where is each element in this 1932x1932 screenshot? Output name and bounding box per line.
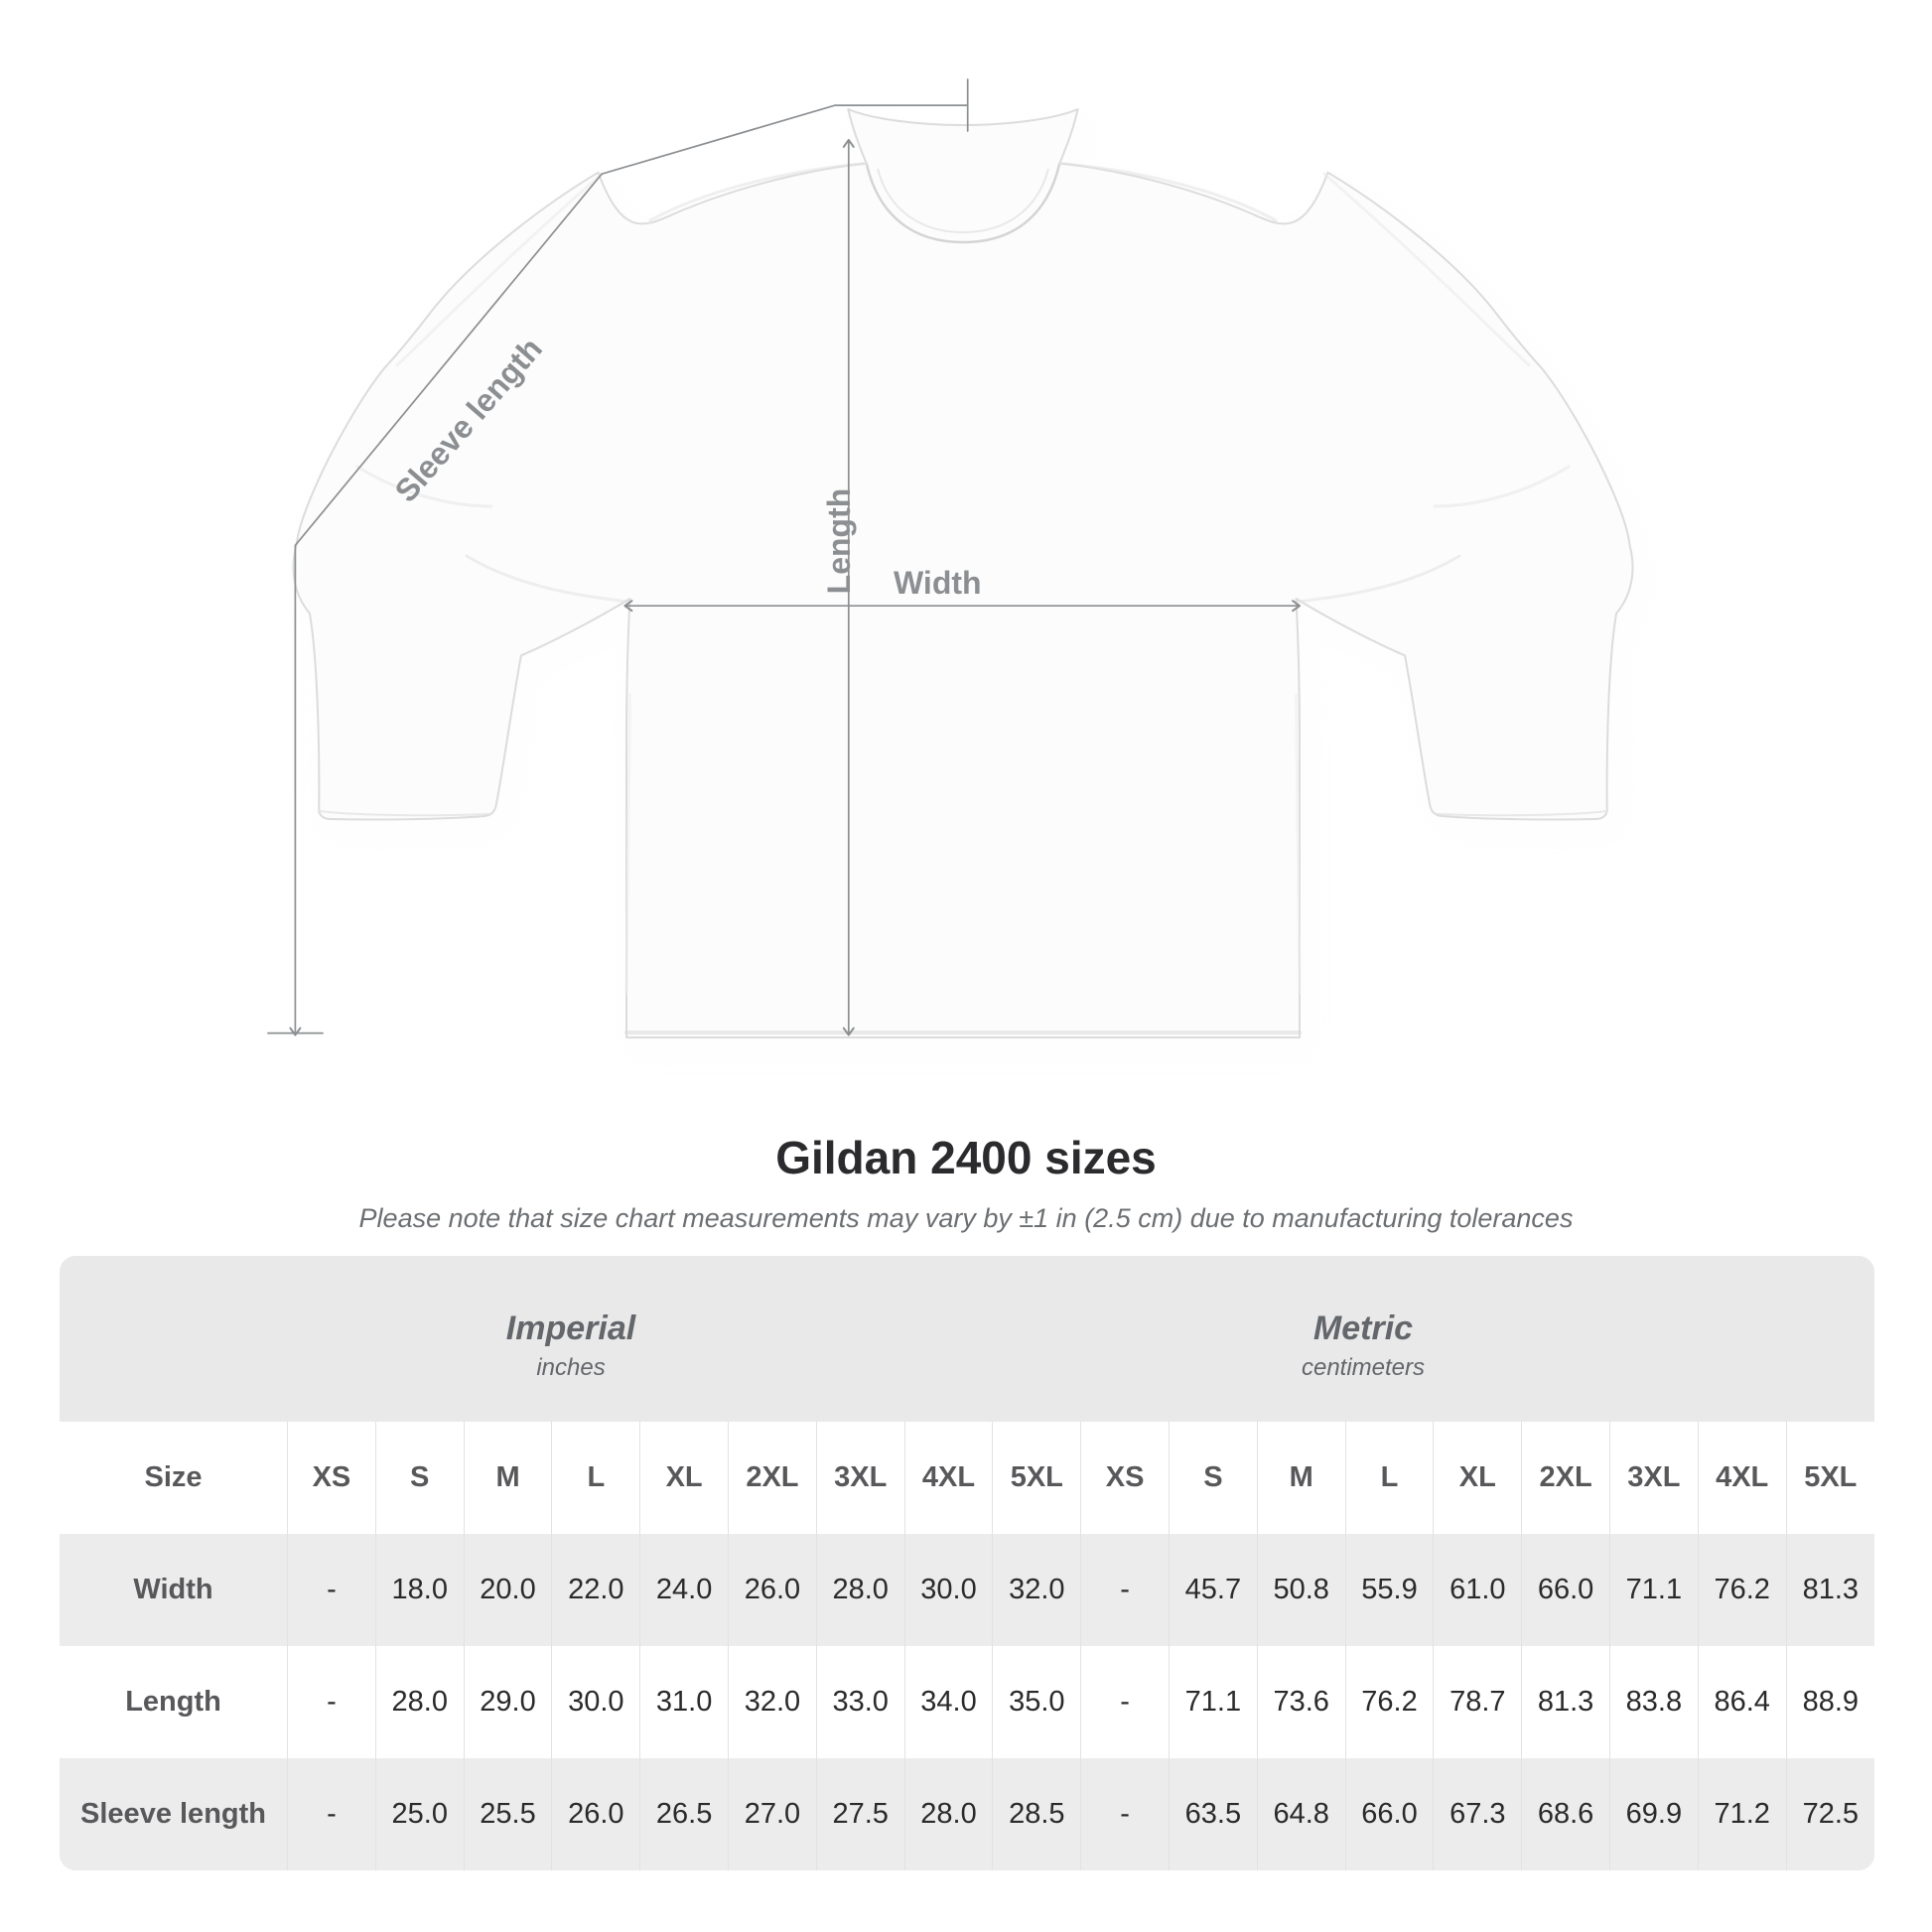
svg-text:Length: Length (821, 488, 857, 595)
svg-text:Width: Width (894, 565, 982, 601)
